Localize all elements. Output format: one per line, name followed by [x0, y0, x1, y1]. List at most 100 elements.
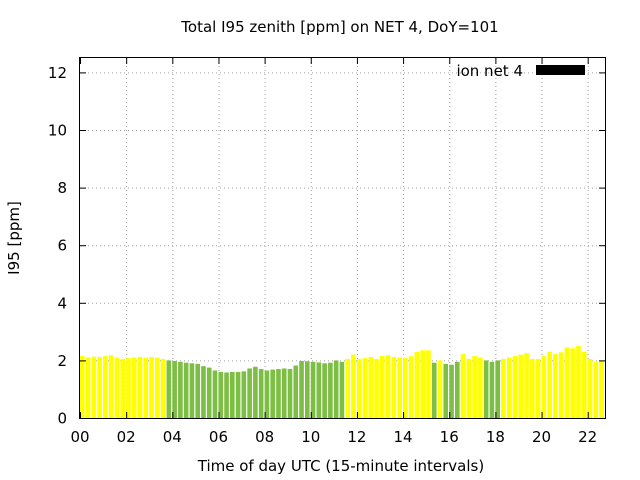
- bar-yellow: [120, 358, 125, 418]
- legend: ion net 4: [456, 62, 585, 80]
- bar-yellow: [426, 350, 431, 418]
- bar-green: [241, 371, 247, 418]
- legend-label: ion net 4: [456, 62, 523, 80]
- x-tick-label: 06: [209, 428, 228, 446]
- bar-green: [431, 362, 437, 418]
- x-tick-label: 22: [578, 428, 597, 446]
- x-axis-label: Time of day UTC (15-minute intervals): [197, 457, 484, 475]
- bar-yellow: [547, 351, 552, 418]
- bar-green: [328, 362, 333, 418]
- y-axis-label: I95 [ppm]: [5, 201, 23, 275]
- x-tick-label: 02: [117, 428, 136, 446]
- bar-green: [212, 370, 218, 418]
- bar-yellow: [114, 357, 120, 418]
- bar-green: [218, 371, 224, 418]
- bar-yellow: [149, 356, 154, 418]
- bar-yellow: [414, 351, 420, 418]
- bars: [80, 346, 606, 418]
- bar-green: [310, 361, 316, 418]
- bar-green: [449, 364, 454, 418]
- bar-green: [206, 367, 212, 418]
- bar-yellow: [570, 348, 575, 418]
- bar-green: [178, 361, 183, 418]
- y-tick-label: 8: [57, 179, 67, 197]
- bar-yellow: [108, 355, 114, 418]
- bar-yellow: [368, 356, 374, 418]
- bar-yellow: [137, 356, 143, 418]
- bar-yellow: [524, 353, 529, 418]
- bar-green: [201, 366, 206, 418]
- bar-yellow: [518, 354, 524, 418]
- bar-green: [281, 368, 287, 418]
- bar-yellow: [85, 357, 91, 418]
- bar-green: [483, 360, 489, 418]
- x-tick-label: 08: [255, 428, 274, 446]
- bar-yellow: [356, 358, 362, 418]
- y-tick-label: 12: [48, 64, 67, 82]
- plot-frame: [79, 57, 606, 419]
- y-tick-label: 4: [57, 294, 67, 312]
- bar-yellow: [385, 355, 391, 418]
- bar-green: [270, 369, 275, 418]
- bar-yellow: [512, 356, 518, 418]
- x-tick-label: 20: [532, 428, 551, 446]
- bar-green: [183, 362, 189, 418]
- bar-green: [443, 363, 449, 418]
- x-tick-label: 12: [347, 428, 366, 446]
- bar-green: [305, 361, 310, 418]
- bar-yellow: [466, 358, 472, 418]
- bar-yellow: [478, 357, 483, 418]
- bar-yellow: [587, 358, 593, 418]
- bar-yellow: [501, 358, 506, 418]
- bar-green: [287, 369, 293, 418]
- bar-yellow: [535, 358, 541, 418]
- y-tick-label: 2: [57, 352, 67, 370]
- legend-swatch: [536, 65, 585, 75]
- bar-yellow: [593, 361, 599, 418]
- y-tick-label: 10: [48, 122, 67, 140]
- x-tick-label: 14: [394, 428, 413, 446]
- bar-yellow: [155, 357, 160, 418]
- bar-green: [224, 372, 229, 418]
- bar-yellow: [553, 354, 558, 418]
- bar-green: [235, 371, 241, 418]
- bar-yellow: [530, 358, 535, 418]
- x-tick-label: 00: [70, 428, 89, 446]
- bar-yellow: [408, 356, 414, 418]
- bar-yellow: [160, 358, 166, 418]
- bar-yellow: [380, 356, 385, 418]
- bar-green: [172, 360, 177, 418]
- bar-yellow: [397, 357, 402, 418]
- bar-yellow: [564, 347, 570, 418]
- bar-yellow: [581, 351, 587, 418]
- bar-yellow: [472, 356, 477, 418]
- bar-green: [166, 360, 172, 418]
- bar-green: [189, 363, 195, 418]
- bar-green: [299, 360, 304, 418]
- bar-green: [293, 365, 299, 418]
- bar-yellow: [558, 352, 564, 418]
- bar-green: [195, 363, 200, 418]
- bar-green: [455, 361, 460, 418]
- bar-green: [316, 362, 322, 418]
- x-tick-label: 18: [486, 428, 505, 446]
- bar-green: [489, 361, 495, 418]
- bar-green: [333, 360, 339, 418]
- bar-yellow: [599, 360, 604, 418]
- bar-yellow: [403, 358, 408, 418]
- bar-yellow: [541, 356, 547, 418]
- x-tick-label: 16: [440, 428, 459, 446]
- y-tick-label: 0: [57, 410, 67, 428]
- bar-green: [258, 369, 264, 418]
- bar-yellow: [374, 358, 379, 418]
- chart-title: Total I95 zenith [ppm] on NET 4, DoY=101: [180, 18, 498, 36]
- bar-green: [339, 361, 345, 418]
- bar-yellow: [143, 357, 149, 418]
- bar-yellow: [91, 356, 97, 418]
- y-tick-label: 6: [57, 237, 67, 255]
- bar-yellow: [126, 358, 131, 418]
- bar-yellow: [506, 357, 512, 418]
- bar-yellow: [103, 356, 108, 418]
